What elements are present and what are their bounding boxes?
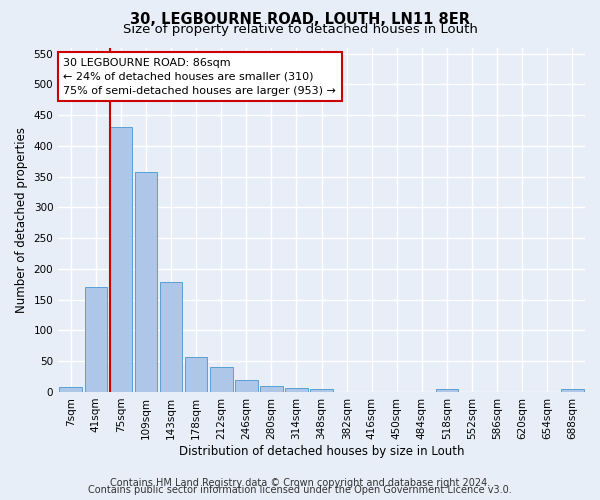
- X-axis label: Distribution of detached houses by size in Louth: Distribution of detached houses by size …: [179, 444, 464, 458]
- Bar: [436, 389, 458, 392]
- Bar: [134, 172, 157, 392]
- Bar: [285, 388, 308, 392]
- Bar: [210, 368, 233, 392]
- Bar: [110, 128, 132, 392]
- Bar: [85, 288, 107, 392]
- Text: 30, LEGBOURNE ROAD, LOUTH, LN11 8ER: 30, LEGBOURNE ROAD, LOUTH, LN11 8ER: [130, 12, 470, 28]
- Text: 30 LEGBOURNE ROAD: 86sqm
← 24% of detached houses are smaller (310)
75% of semi-: 30 LEGBOURNE ROAD: 86sqm ← 24% of detach…: [64, 58, 337, 96]
- Bar: [310, 389, 333, 392]
- Text: Size of property relative to detached houses in Louth: Size of property relative to detached ho…: [122, 22, 478, 36]
- Bar: [235, 380, 257, 392]
- Bar: [561, 389, 584, 392]
- Bar: [160, 282, 182, 392]
- Text: Contains HM Land Registry data © Crown copyright and database right 2024.: Contains HM Land Registry data © Crown c…: [110, 478, 490, 488]
- Y-axis label: Number of detached properties: Number of detached properties: [15, 126, 28, 312]
- Bar: [260, 386, 283, 392]
- Bar: [59, 387, 82, 392]
- Bar: [185, 357, 208, 392]
- Text: Contains public sector information licensed under the Open Government Licence v3: Contains public sector information licen…: [88, 485, 512, 495]
